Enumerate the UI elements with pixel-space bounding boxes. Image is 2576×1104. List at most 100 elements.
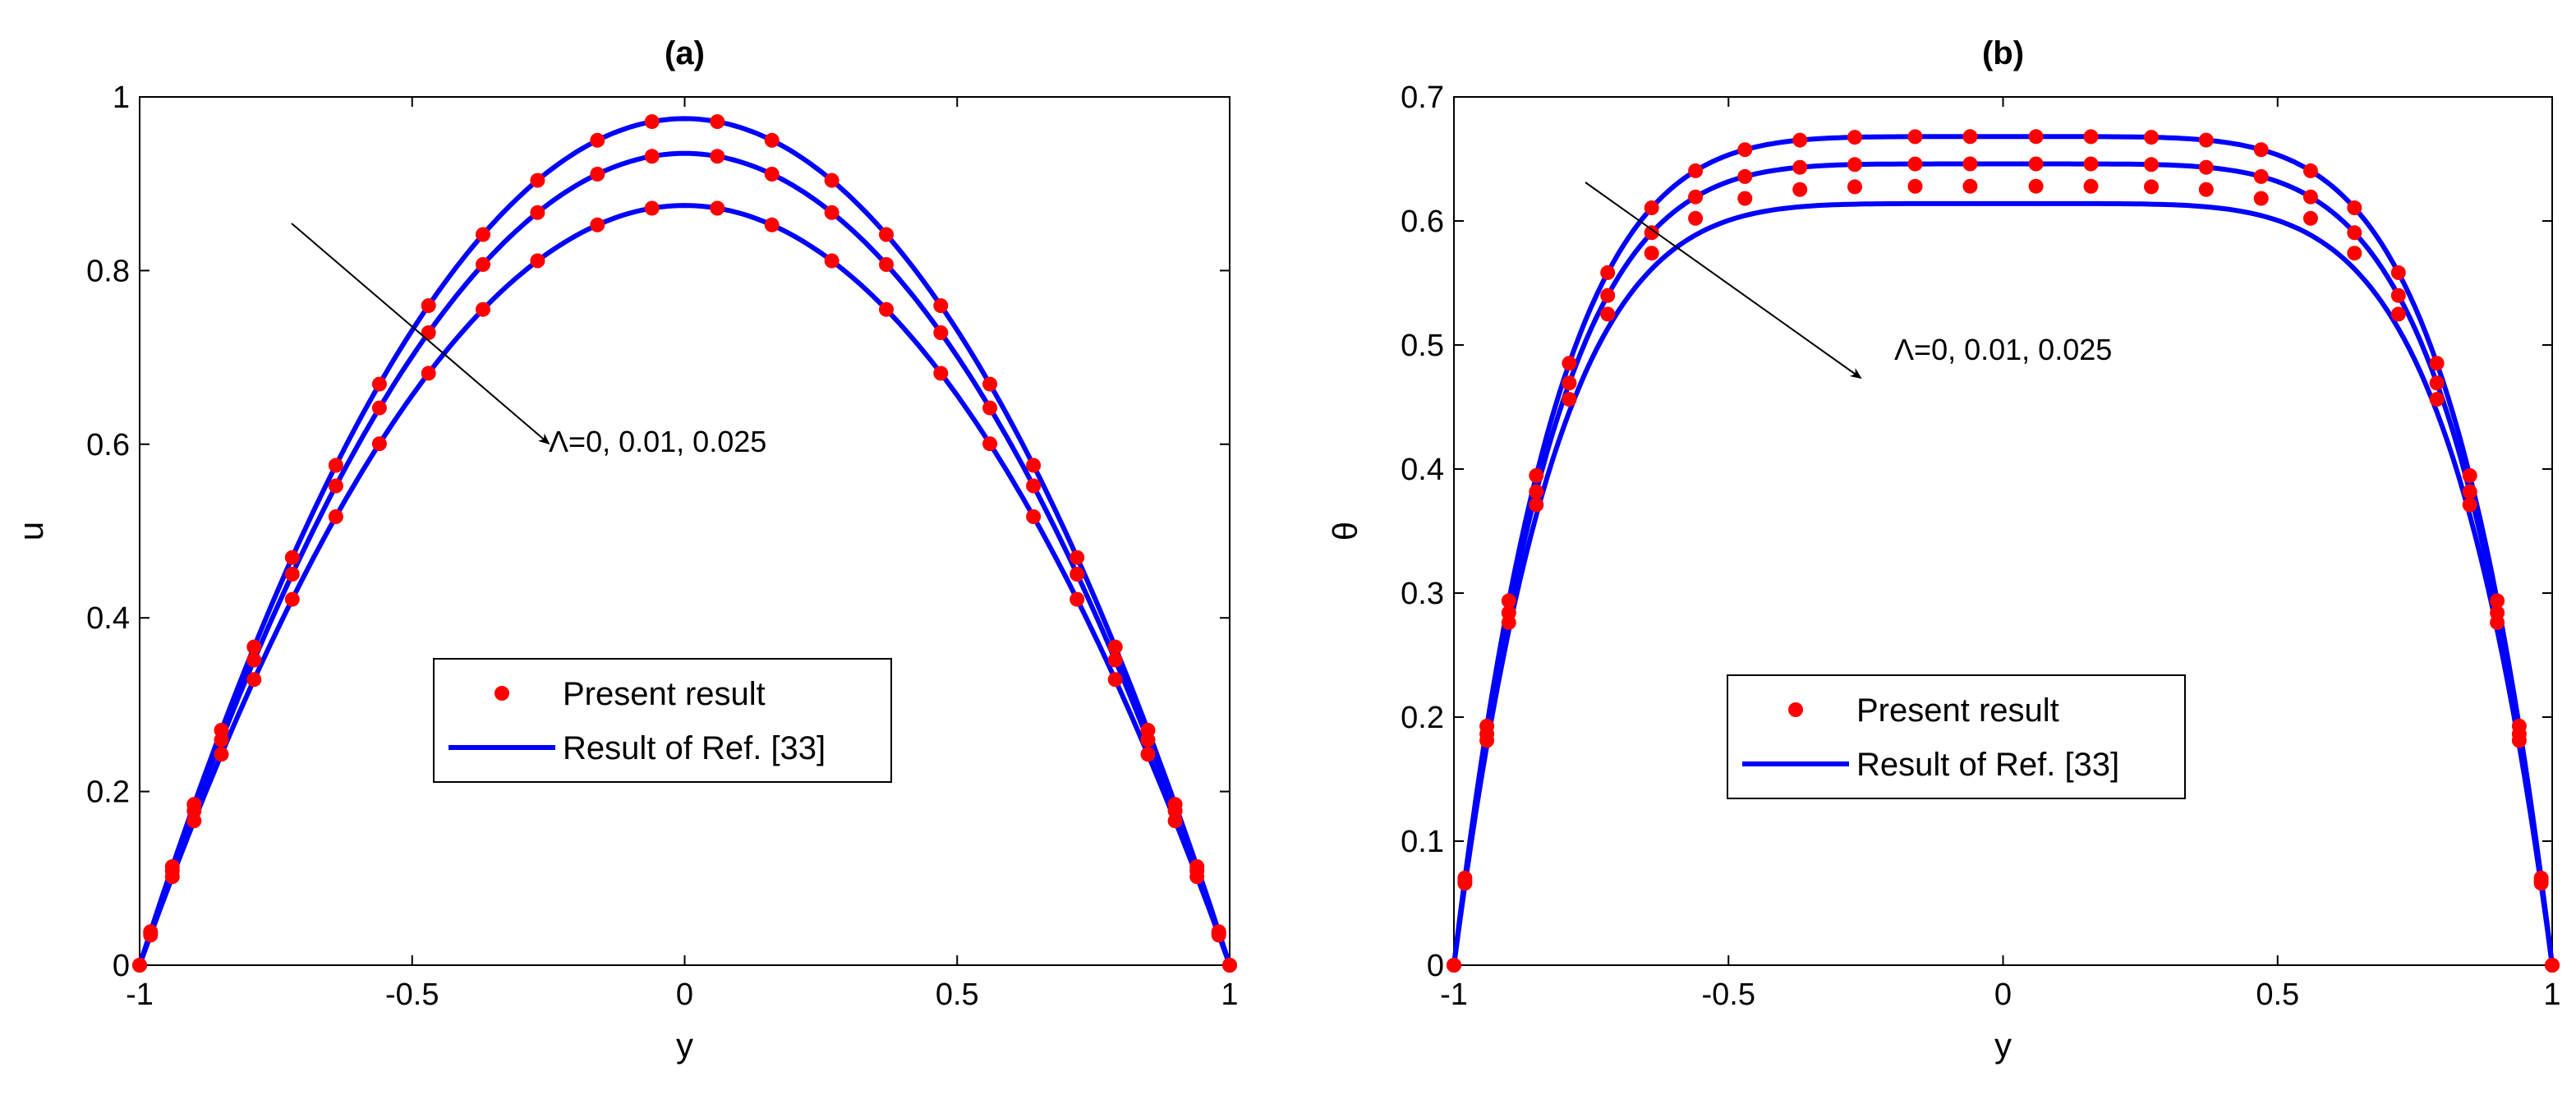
data-point: [2028, 129, 2044, 145]
x-tick-label: -0.5: [1702, 978, 1755, 1012]
data-point: [530, 253, 545, 269]
y-tick-label: 0: [113, 949, 130, 983]
data-point: [824, 253, 840, 269]
data-point: [1792, 182, 1808, 197]
data-point: [284, 591, 300, 607]
data-point: [2390, 306, 2406, 322]
data-point: [1600, 264, 1616, 280]
data-point: [933, 298, 949, 314]
data-point: [2083, 178, 2099, 194]
data-point: [1107, 639, 1123, 655]
data-point: [476, 227, 490, 242]
data-point: [1026, 509, 1042, 524]
y-axis-label: θ: [1326, 522, 1364, 540]
data-point: [710, 200, 725, 216]
y-tick-label: 0.5: [1401, 329, 1444, 363]
y-axis-label: u: [12, 522, 50, 540]
annotation-arrow: [1585, 182, 1862, 380]
x-tick-label: 1: [1221, 978, 1238, 1012]
data-point: [933, 325, 949, 340]
data-point: [1479, 733, 1495, 748]
data-point: [1070, 550, 1085, 565]
plot-area-frame: [1453, 96, 2553, 966]
panel-b: (b) -1 -0.5 0 0.5 1 0 0.1 0.2 0.3 0.4 0.5 0.6 0.7 y θ Λ=…: [1326, 35, 2561, 1065]
data-point: [2490, 593, 2505, 609]
data-point: [2429, 392, 2445, 407]
data-point: [371, 376, 387, 392]
data-point: [2198, 182, 2214, 197]
data-point: [2347, 225, 2362, 241]
data-point: [1688, 163, 1704, 178]
data-point: [1688, 189, 1704, 205]
data-point: [1222, 958, 1237, 973]
data-point: [1026, 458, 1042, 473]
data-point: [371, 400, 387, 416]
x-tick-label: 0: [1994, 978, 2012, 1012]
data-point: [1562, 375, 1577, 391]
data-point: [328, 509, 343, 524]
data-point: [2302, 210, 2318, 226]
data-point: [1907, 178, 1923, 194]
x-tick-label: 0: [676, 978, 693, 1012]
data-point: [824, 172, 840, 188]
data-point: [2462, 467, 2477, 483]
data-point: [530, 205, 545, 220]
data-point: [2390, 264, 2406, 280]
data-point: [590, 217, 605, 232]
data-point: [1447, 958, 1461, 973]
data-point: [879, 227, 894, 242]
data-point: [1792, 159, 1808, 175]
data-point: [1457, 876, 1473, 891]
legend-marker-dot: [1788, 702, 1803, 717]
data-point: [421, 298, 436, 314]
data-point: [2347, 200, 2362, 215]
data-point: [1211, 927, 1226, 943]
data-point: [2253, 168, 2269, 184]
data-point: [1644, 200, 1659, 215]
data-point: [2462, 484, 2477, 499]
data-point: [2144, 157, 2159, 172]
data-point: [284, 567, 300, 582]
data-point: [982, 436, 998, 452]
y-tick-label: 0.4: [86, 601, 130, 636]
series-line-0: [1451, 134, 2555, 966]
y-tick-label: 0.2: [86, 775, 130, 810]
data-point: [982, 400, 998, 416]
data-point: [2533, 876, 2549, 891]
data-point: [1140, 732, 1156, 748]
series-line-2: [137, 203, 1232, 967]
x-tick-label: -0.5: [385, 978, 439, 1012]
series-line-1: [137, 150, 1232, 966]
legend-label-present: Present result: [563, 676, 766, 712]
chart-title: (a): [665, 35, 705, 71]
data-point: [1644, 246, 1659, 261]
data-point: [2302, 189, 2318, 205]
data-point: [1847, 157, 1862, 172]
legend: Present result Result of Ref. [33]: [433, 658, 892, 783]
data-point: [2302, 163, 2318, 178]
y-tick-label: 0.7: [1401, 80, 1444, 115]
data-point: [214, 732, 229, 748]
data-point: [1529, 467, 1544, 483]
data-point: [1140, 747, 1156, 762]
data-point: [1847, 179, 1862, 195]
data-point: [2511, 733, 2527, 748]
data-point: [644, 149, 660, 164]
data-point: [644, 114, 660, 130]
data-point: [2347, 246, 2362, 261]
data-point: [246, 652, 262, 668]
data-point: [1962, 156, 1978, 172]
data-point: [1026, 478, 1042, 494]
legend-box: [1727, 674, 2186, 799]
data-point: [1600, 306, 1616, 322]
data-point: [879, 301, 894, 317]
legend-marker-dot: [494, 686, 509, 701]
x-axis-label: y: [1994, 1026, 2012, 1065]
y-tick-label: 0.6: [1401, 205, 1444, 239]
x-tick-label: 0.5: [936, 978, 979, 1012]
data-point: [2028, 178, 2044, 194]
data-point: [1562, 356, 1577, 371]
data-point: [328, 478, 343, 494]
data-point: [933, 366, 949, 381]
data-point: [590, 132, 605, 148]
